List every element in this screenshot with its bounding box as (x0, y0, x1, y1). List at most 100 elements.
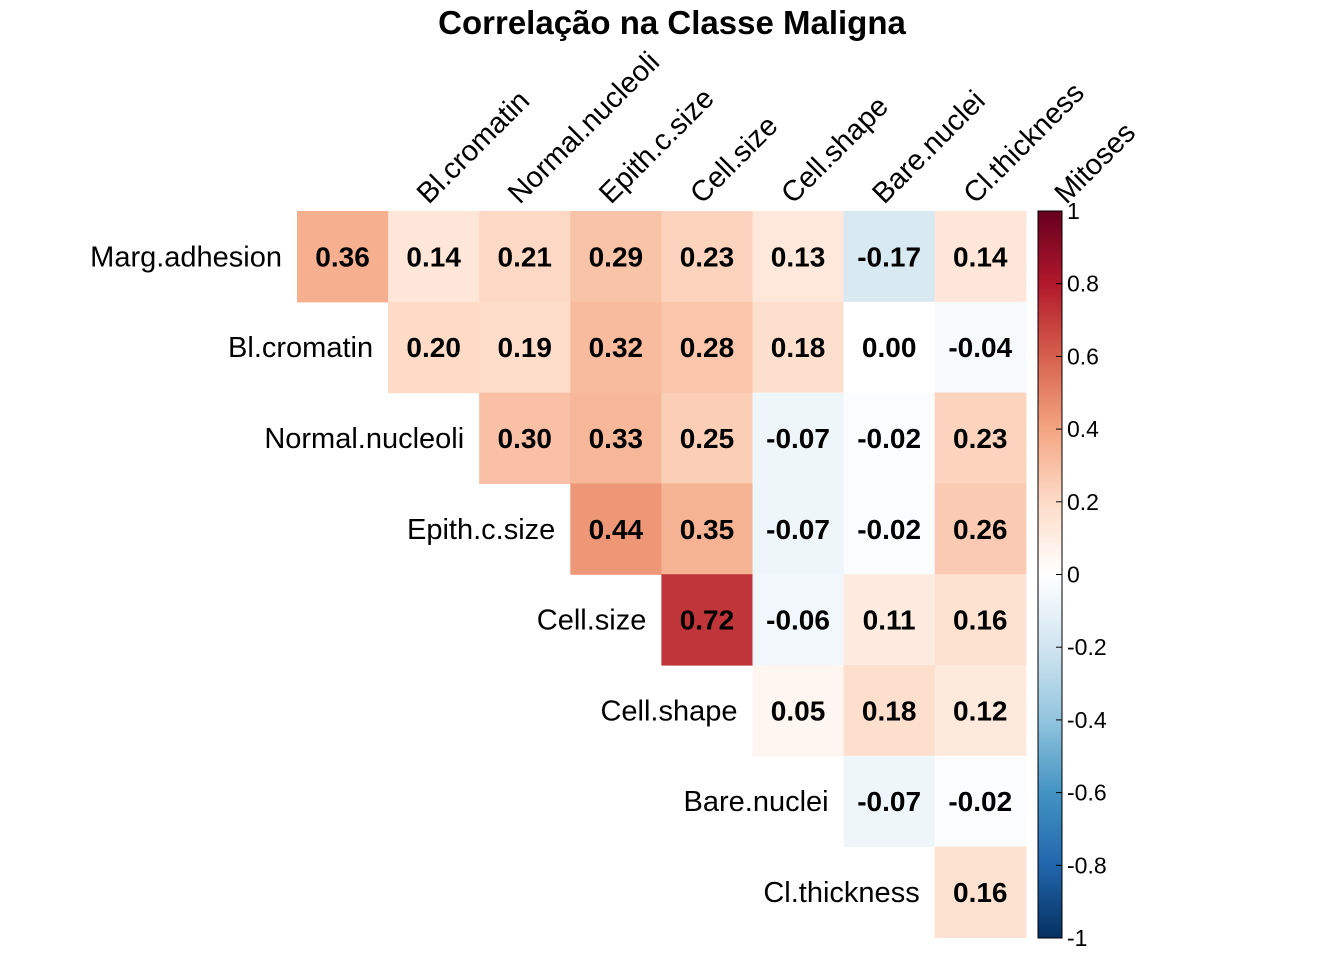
cell-value-label: -0.02 (857, 423, 921, 454)
heatmap-cell (934, 483, 1027, 575)
heatmap-cell (479, 211, 571, 303)
heatmap-cell (934, 211, 1027, 303)
heatmap-cell (843, 483, 936, 575)
heatmap-cell (934, 301, 1027, 394)
heatmap-cell (934, 665, 1027, 757)
heatmap-cell (843, 392, 936, 484)
column-labels: Bl.cromatinNormal.nucleoliEpith.c.sizeCe… (411, 46, 1142, 210)
cell-value-label: 0.35 (680, 514, 735, 545)
cell-value-label: 0.33 (589, 423, 644, 454)
cell-value-label: 0.00 (862, 332, 917, 363)
cell-value-label: 0.32 (589, 332, 644, 363)
cell-value-label: -0.02 (948, 786, 1012, 817)
cell-value-label: 0.36 (315, 241, 370, 272)
cell-value-label: 0.21 (498, 241, 553, 272)
heatmap-cell (661, 483, 754, 575)
colorbar-tick-label: 0.4 (1067, 416, 1099, 442)
cell-value-label: -0.07 (766, 514, 830, 545)
heatmap-cell (661, 211, 754, 303)
cell-value-label: 0.44 (589, 514, 644, 545)
cell-value-label: -0.06 (766, 605, 830, 636)
heatmap-cell (934, 574, 1027, 666)
cell-value-label: 0.18 (862, 695, 917, 726)
heatmap-cell (570, 211, 662, 303)
row-label: Epith.c.size (407, 514, 555, 546)
heatmap-cell (297, 211, 389, 303)
chart-title: Correlação na Classe Maligna (438, 4, 906, 41)
heatmap-cell (570, 483, 662, 575)
row-label: Cl.thickness (763, 877, 919, 909)
cell-value-label: 0.14 (406, 241, 461, 272)
heatmap-cell (843, 665, 936, 757)
cell-value-label: 0.20 (406, 332, 461, 363)
colorbar-tick-label: 0.8 (1067, 271, 1099, 297)
cell-value-label: 0.05 (771, 695, 826, 726)
heatmap-cell (661, 392, 754, 484)
heatmap-cell (752, 392, 845, 484)
colorbar-tick-label: -0.8 (1067, 852, 1107, 878)
heatmap-cell (843, 301, 936, 394)
heatmap-cells: 0.36 0.14 0.21 0.29 0.23 0.13 -0.17 0.14 0.20 0.1… (297, 211, 1027, 938)
cell-value-label: 0.18 (771, 332, 826, 363)
row-labels: Marg.adhesion Bl.cromatin Normal.nucleoli E… (90, 241, 920, 909)
colorbar-tick-label: -0.6 (1067, 780, 1107, 806)
heatmap-cell (934, 392, 1027, 484)
row-label: Bare.nuclei (684, 786, 829, 818)
colorbar-tick-label: -0.4 (1067, 707, 1107, 733)
cell-value-label: 0.72 (680, 605, 735, 636)
heatmap-cell (479, 301, 571, 394)
cell-value-label: 0.16 (953, 877, 1008, 908)
heatmap-cell (570, 301, 662, 394)
heatmap-cell (388, 211, 480, 303)
row-label: Normal.nucleoli (264, 423, 464, 455)
row-label: Marg.adhesion (90, 241, 282, 273)
heatmap-cell (934, 846, 1027, 938)
heatmap-cell (388, 301, 480, 394)
colorbar-tick-label: -0.2 (1067, 634, 1107, 660)
heatmap-cell (570, 392, 662, 484)
cell-value-label: 0.13 (771, 241, 826, 272)
cell-value-label: -0.07 (857, 786, 921, 817)
cell-value-label: 0.12 (953, 695, 1008, 726)
heatmap-cell (752, 665, 845, 757)
heatmap-cell (752, 574, 845, 666)
heatmap-cell (661, 574, 754, 666)
colorbar-tick-label: 1 (1067, 198, 1080, 224)
colorbar-tick-label: 0.6 (1067, 343, 1099, 369)
heatmap-cell (843, 211, 936, 303)
row-label: Bl.cromatin (228, 332, 373, 364)
cell-value-label: 0.23 (680, 241, 735, 272)
cell-value-label: 0.16 (953, 605, 1008, 636)
cell-value-label: 0.30 (498, 423, 553, 454)
heatmap-cell (934, 755, 1027, 848)
heatmap-cell (843, 755, 936, 848)
column-label: Normal.nucleoli (502, 46, 666, 210)
heatmap-cell (479, 392, 571, 484)
cell-value-label: 0.11 (863, 605, 916, 636)
heatmap-cell (752, 211, 845, 303)
cell-value-label: 0.19 (498, 332, 553, 363)
cell-value-label: 0.26 (953, 514, 1008, 545)
cell-value-label: -0.17 (857, 241, 921, 272)
heatmap-cell (752, 483, 845, 575)
cell-value-label: -0.04 (948, 332, 1012, 363)
row-label: Cell.size (537, 605, 647, 637)
column-label: Mitoses (1049, 117, 1142, 210)
cell-value-label: -0.02 (857, 514, 921, 545)
colorbar-tick-label: 0.2 (1067, 489, 1099, 515)
cell-value-label: 0.28 (680, 332, 735, 363)
cell-value-label: 0.25 (680, 423, 735, 454)
colorbar-tick-label: 0 (1067, 562, 1080, 588)
colorbar-tick-label: -1 (1067, 925, 1087, 951)
cell-value-label: 0.29 (589, 241, 644, 272)
heatmap-cell (661, 301, 754, 394)
cell-value-label: 0.23 (953, 423, 1008, 454)
heatmap-cell (752, 301, 845, 394)
colorbar: 1 0.8 0.6 0.4 0.2 0 -0.2 -0.4 -0.6 -0.8 -1 (1037, 198, 1107, 951)
row-label: Cell.shape (600, 695, 737, 727)
heatmap-cell (843, 574, 936, 666)
cell-value-label: -0.07 (766, 423, 830, 454)
cell-value-label: 0.14 (953, 241, 1008, 272)
